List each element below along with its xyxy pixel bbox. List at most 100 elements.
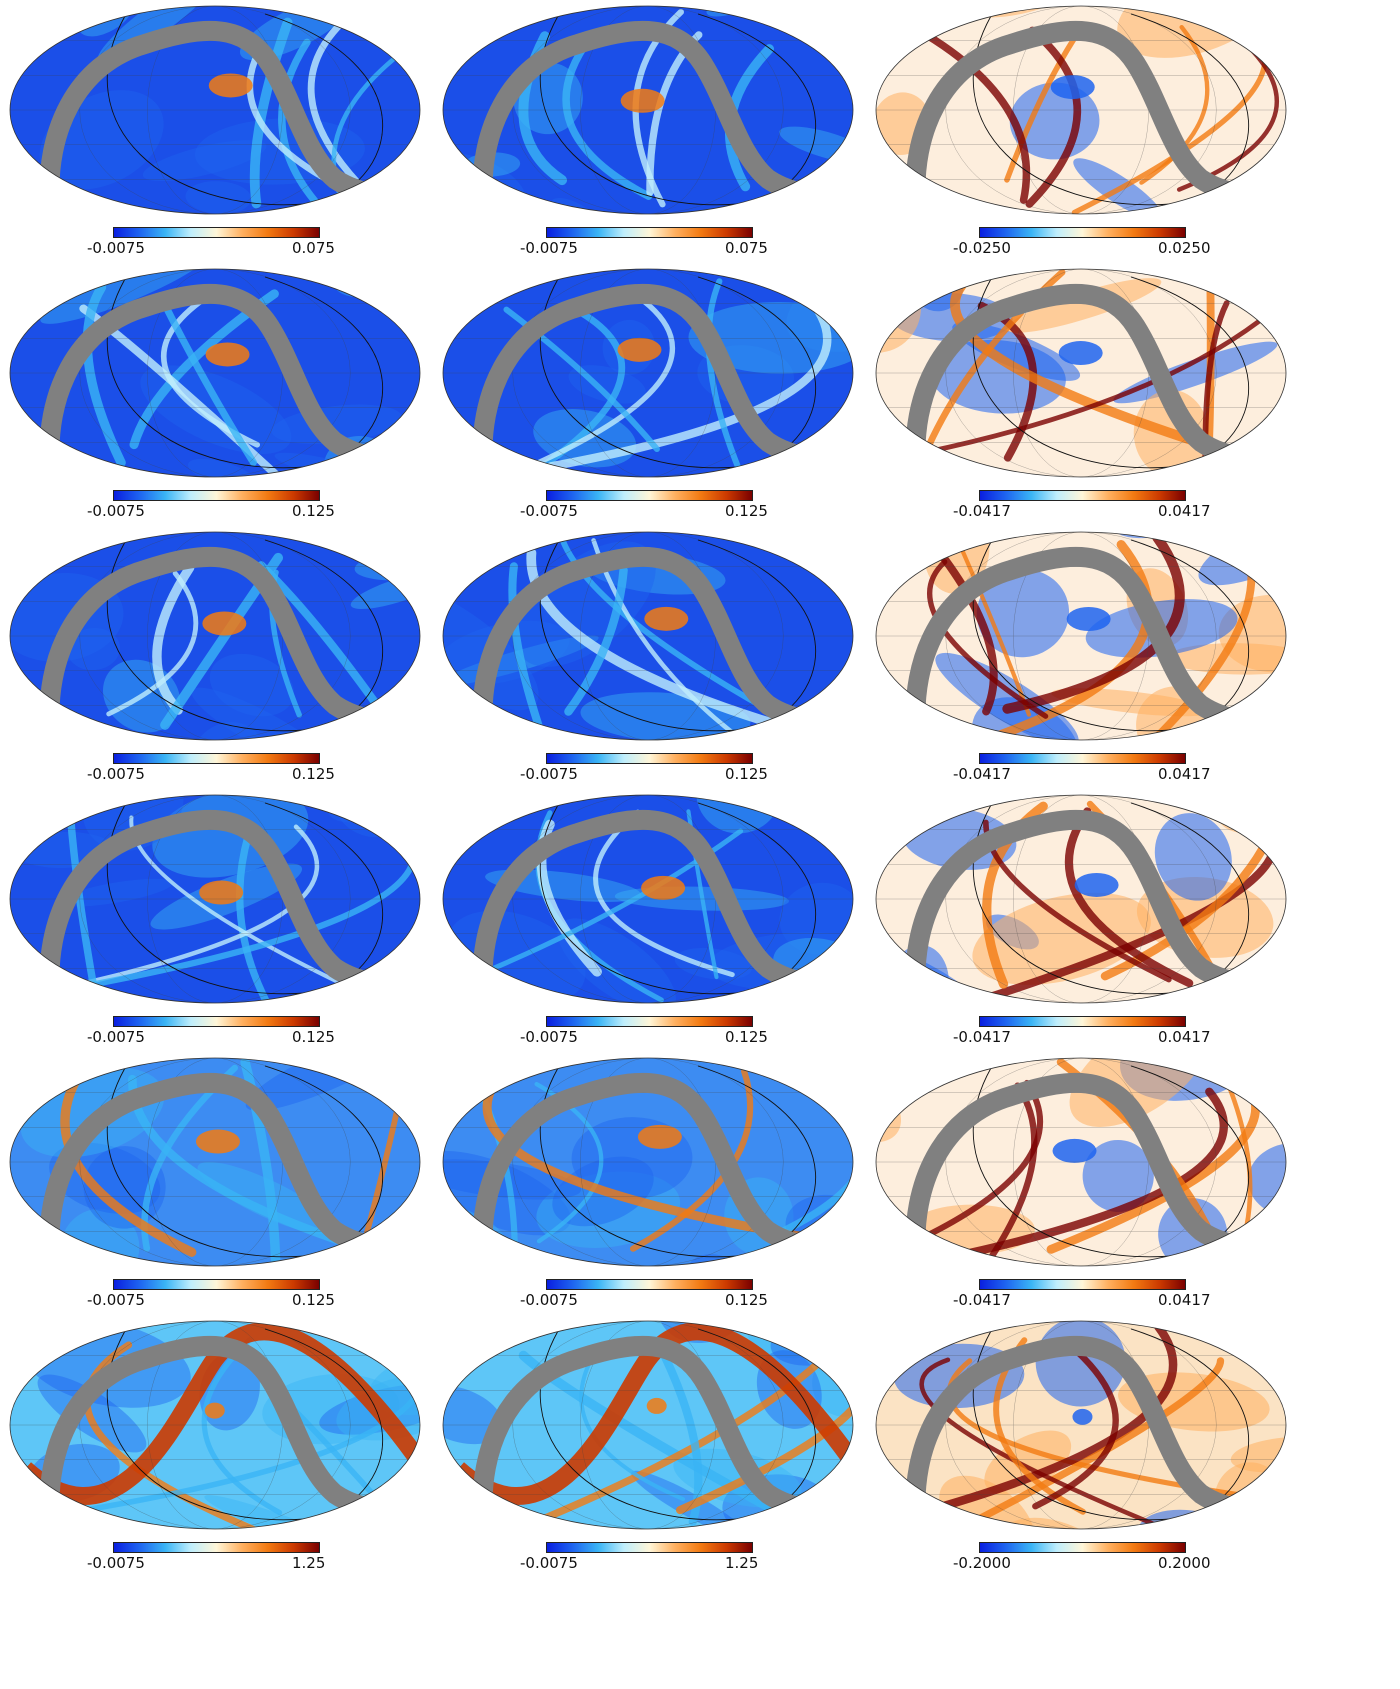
- map-patch: [185, 181, 252, 214]
- map-outline: [442, 531, 854, 741]
- map-panel-r3-c3: -0.0417 0.0417: [871, 530, 1337, 812]
- map-streak: [579, 1350, 686, 1502]
- map-hotspot: [641, 875, 686, 900]
- map-graticule: [10, 795, 420, 1003]
- map-outline: [9, 531, 421, 741]
- map-hotspot: [1050, 75, 1095, 100]
- map-streak: [161, 286, 261, 448]
- masked-band: [472, 20, 845, 205]
- colorbar: [546, 490, 753, 501]
- mollweide-map: [442, 1057, 854, 1267]
- map-outline: [875, 531, 1287, 741]
- masked-band: [39, 283, 412, 468]
- masked-band: [905, 1335, 1278, 1520]
- map-outline: [442, 268, 854, 478]
- colorbar: [979, 227, 1186, 238]
- map-streak: [926, 537, 998, 716]
- colorbar: [113, 1542, 320, 1553]
- map-streak: [546, 289, 832, 471]
- map-streak: [1032, 1340, 1119, 1510]
- colorbar: [979, 753, 1186, 764]
- colorbar-min-label: -0.0250: [953, 239, 1011, 257]
- masked-band: [39, 546, 412, 731]
- map-outline: [875, 1320, 1287, 1530]
- colorbar-min-label: -0.0417: [953, 1028, 1011, 1046]
- mollweide-map: [442, 5, 854, 215]
- map-streak: [917, 1322, 1178, 1517]
- mollweide-map: [875, 1320, 1287, 1530]
- colorbar: [979, 1279, 1186, 1290]
- map-streak: [958, 543, 1032, 717]
- map-hotspot: [644, 606, 689, 631]
- map-panel-r4-c3: -0.0417 0.0417: [871, 793, 1337, 1075]
- colorbar-min-label: -0.0075: [520, 502, 578, 520]
- colorbar-max-label: 0.125: [292, 1028, 335, 1046]
- map-hotspot: [1058, 341, 1103, 366]
- map-panel-r6-c2: -0.0075 1.25: [438, 1319, 904, 1601]
- mollweide-map: [9, 268, 421, 478]
- colorbar-max-label: 0.125: [725, 1291, 768, 1309]
- map-patch: [1005, 278, 1162, 333]
- colorbar-max-label: 0.0417: [1158, 1291, 1211, 1309]
- colorbar-min-label: -0.0075: [520, 1291, 578, 1309]
- mollweide-map: [442, 1320, 854, 1530]
- map-hotspot: [195, 1129, 240, 1154]
- map-patch: [952, 321, 1081, 381]
- map-patch: [984, 1430, 1072, 1495]
- colorbar-min-label: -0.0417: [953, 1291, 1011, 1309]
- mollweide-map: [442, 794, 854, 1004]
- colorbar: [113, 227, 320, 238]
- colorbar-max-label: 0.125: [725, 1028, 768, 1046]
- map-outline: [442, 1320, 854, 1530]
- map-patch: [935, 652, 1079, 740]
- map-patch: [58, 878, 173, 907]
- map-outline: [9, 1320, 421, 1530]
- map-patch: [204, 1495, 379, 1529]
- mollweide-map: [9, 531, 421, 741]
- map-outline: [9, 1057, 421, 1267]
- map-panel-r1-c2: -0.0075 0.075: [438, 4, 904, 286]
- map-streak: [919, 1357, 1176, 1529]
- map-streak: [912, 25, 1031, 204]
- mollweide-map: [442, 531, 854, 741]
- map-streak: [705, 278, 744, 476]
- map-patch: [350, 571, 420, 610]
- colorbar-min-label: -0.0075: [87, 502, 145, 520]
- colorbar: [546, 227, 753, 238]
- map-streak: [157, 293, 257, 467]
- map-hotspot: [646, 1397, 667, 1414]
- map-streak: [1004, 26, 1084, 183]
- colorbar-min-label: -0.0075: [520, 239, 578, 257]
- map-patch: [604, 1598, 786, 1689]
- map-panel-r6-c3: -0.2000 0.2000: [871, 1319, 1337, 1601]
- map-panel-r5-c2: -0.0075 0.125: [438, 1056, 904, 1338]
- colorbar-min-label: -0.0075: [87, 239, 145, 257]
- map-panel-r1-c3: -0.0250 0.0250: [871, 4, 1337, 286]
- masked-band: [905, 809, 1278, 994]
- mollweide-map: [875, 531, 1287, 741]
- map-panel-r1-c1: -0.0075 0.075: [5, 4, 471, 286]
- colorbar-min-label: -0.0075: [520, 765, 578, 783]
- map-patch: [187, 458, 257, 477]
- mollweide-map: [875, 5, 1287, 215]
- map-patch: [142, 140, 267, 182]
- map-band: [18, 1322, 420, 1506]
- map-streak: [1064, 807, 1194, 988]
- map-hotspot: [199, 880, 244, 905]
- map-patch: [738, 198, 810, 214]
- map-patch: [66, 627, 120, 671]
- map-streak: [564, 566, 628, 716]
- map-outline: [9, 268, 421, 478]
- masked-band: [472, 1335, 845, 1520]
- map-streak: [236, 832, 273, 1003]
- map-panel-r3-c2: -0.0075 0.125: [438, 530, 904, 812]
- colorbar: [546, 1016, 753, 1027]
- map-panel-r6-c1: -0.0075 1.25: [5, 1319, 471, 1601]
- masked-band: [905, 283, 1278, 468]
- colorbar: [113, 490, 320, 501]
- map-patch: [1082, 1139, 1154, 1212]
- map-hotspot: [205, 342, 250, 367]
- map-hotspot: [208, 73, 253, 98]
- colorbar-max-label: 0.0250: [1158, 239, 1211, 257]
- map-patch: [61, 1208, 140, 1266]
